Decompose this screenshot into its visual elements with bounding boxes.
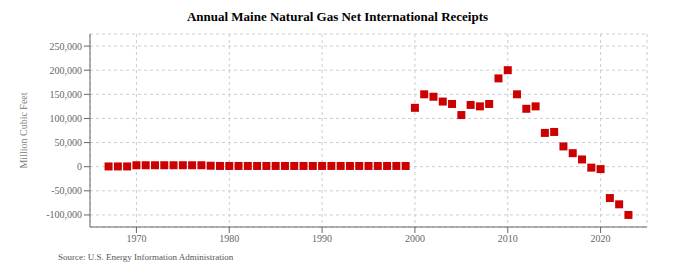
svg-text:200,000: 200,000 xyxy=(50,65,83,76)
svg-text:1990: 1990 xyxy=(312,233,332,244)
svg-text:2000: 2000 xyxy=(405,233,425,244)
svg-text:-100,000: -100,000 xyxy=(46,209,82,220)
svg-text:2010: 2010 xyxy=(498,233,518,244)
svg-text:-50,000: -50,000 xyxy=(51,185,82,196)
html-text:Annual Maine Natural Gas Net I: Annual Maine Natural Gas Net Internation… xyxy=(186,9,489,24)
html-text:Source: U.S. Energy Informatio: Source: U.S. Energy Information Administ… xyxy=(58,252,234,262)
svg-text:100,000: 100,000 xyxy=(50,113,83,124)
svg-text:50,000: 50,000 xyxy=(55,137,83,148)
svg-text:250,000: 250,000 xyxy=(50,41,83,52)
svg-text:1970: 1970 xyxy=(126,233,146,244)
svg-text:1980: 1980 xyxy=(219,233,239,244)
svg-text:2020: 2020 xyxy=(591,233,611,244)
svg-text:Million Cubic Feet: Million Cubic Feet xyxy=(18,92,29,168)
svg-text:150,000: 150,000 xyxy=(50,89,83,100)
svg-text:0: 0 xyxy=(77,161,82,172)
